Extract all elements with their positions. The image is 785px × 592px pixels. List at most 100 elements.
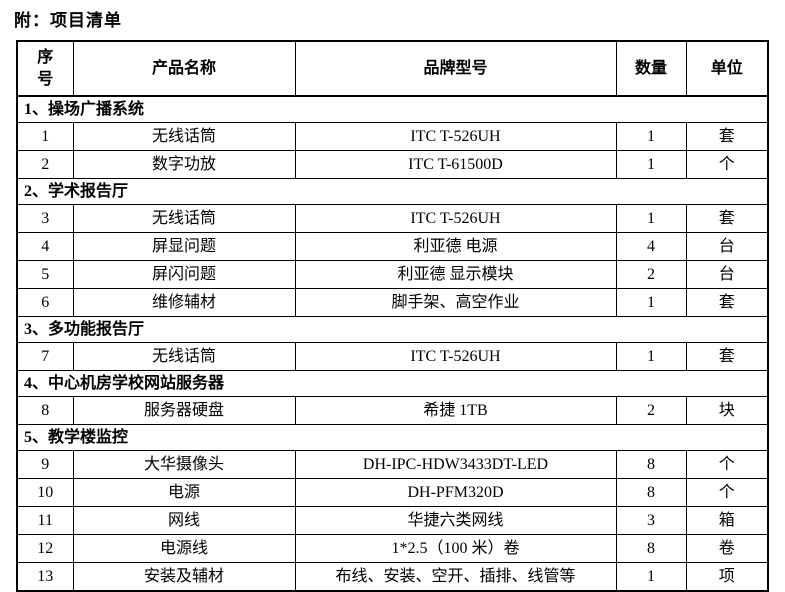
cell-product-name: 维修辅材 [72, 288, 296, 317]
cell-unit: 套 [685, 342, 769, 371]
cell-brand-model: 华捷六类网线 [294, 506, 617, 535]
cell-no: 11 [16, 506, 74, 535]
cell-quantity: 1 [615, 342, 687, 371]
cell-unit: 块 [685, 396, 769, 425]
cell-unit: 套 [685, 122, 769, 151]
cell-unit: 套 [685, 204, 769, 233]
cell-quantity: 1 [615, 204, 687, 233]
section-label: 3、多功能报告厅 [16, 316, 769, 343]
page-title: 附：项目清单 [14, 11, 122, 30]
project-list-table: 序号 产品名称 品牌型号 数量 单位 1、操场广播系统 1 无线话筒 ITC T-52… [16, 40, 769, 592]
section-label: 4、中心机房学校网站服务器 [16, 370, 769, 397]
header-no-label: 序号 [37, 48, 54, 88]
cell-no: 1 [16, 122, 74, 151]
cell-brand-model: ITC T-61500D [294, 150, 617, 179]
cell-product-name: 无线话筒 [72, 342, 296, 371]
cell-unit: 个 [685, 478, 769, 507]
cell-brand-model: 利亚德 电源 [294, 232, 617, 261]
cell-quantity: 2 [615, 260, 687, 289]
table-row: 1 无线话筒 ITC T-526UH 1 套 [16, 122, 769, 151]
cell-no: 2 [16, 150, 74, 179]
table-row: 6 维修辅材 脚手架、高空作业 1 套 [16, 288, 769, 317]
table-row: 3 无线话筒 ITC T-526UH 1 套 [16, 204, 769, 233]
cell-quantity: 1 [615, 122, 687, 151]
cell-product-name: 安装及辅材 [72, 562, 296, 592]
cell-brand-model: 1*2.5（100 米）卷 [294, 534, 617, 563]
cell-quantity: 2 [615, 396, 687, 425]
table-row: 12 电源线 1*2.5（100 米）卷 8 卷 [16, 534, 769, 563]
section-label: 5、教学楼监控 [16, 424, 769, 451]
cell-unit: 卷 [685, 534, 769, 563]
table-row: 13 安装及辅材 布线、安装、空开、插排、线管等 1 项 [16, 562, 769, 592]
section-row: 3、多功能报告厅 [16, 316, 769, 343]
table-body: 1、操场广播系统 1 无线话筒 ITC T-526UH 1 套 2 数字功放 ITC T-615… [16, 95, 769, 592]
table-row: 10 电源 DH-PFM320D 8 个 [16, 478, 769, 507]
header-quantity: 数量 [615, 40, 687, 97]
table-row: 8 服务器硬盘 希捷 1TB 2 块 [16, 396, 769, 425]
table-header: 序号 产品名称 品牌型号 数量 单位 [16, 40, 769, 97]
cell-quantity: 4 [615, 232, 687, 261]
cell-brand-model: DH-IPC-HDW3433DT-LED [294, 450, 617, 479]
section-row: 1、操场广播系统 [16, 95, 769, 123]
cell-product-name: 屏闪问题 [72, 260, 296, 289]
cell-quantity: 8 [615, 534, 687, 563]
cell-product-name: 电源 [72, 478, 296, 507]
cell-no: 6 [16, 288, 74, 317]
cell-product-name: 网线 [72, 506, 296, 535]
header-row: 序号 产品名称 品牌型号 数量 单位 [16, 40, 769, 97]
section-label: 1、操场广播系统 [16, 95, 769, 123]
cell-no: 8 [16, 396, 74, 425]
cell-quantity: 3 [615, 506, 687, 535]
table-row: 11 网线 华捷六类网线 3 箱 [16, 506, 769, 535]
cell-no: 12 [16, 534, 74, 563]
table-row: 2 数字功放 ITC T-61500D 1 个 [16, 150, 769, 179]
cell-brand-model: 布线、安装、空开、插排、线管等 [294, 562, 617, 592]
cell-quantity: 1 [615, 562, 687, 592]
section-row: 4、中心机房学校网站服务器 [16, 370, 769, 397]
table-row: 7 无线话筒 ITC T-526UH 1 套 [16, 342, 769, 371]
cell-no: 7 [16, 342, 74, 371]
cell-brand-model: ITC T-526UH [294, 342, 617, 371]
cell-quantity: 1 [615, 288, 687, 317]
header-no: 序号 [16, 40, 74, 97]
cell-unit: 箱 [685, 506, 769, 535]
cell-quantity: 8 [615, 478, 687, 507]
cell-product-name: 大华摄像头 [72, 450, 296, 479]
cell-brand-model: 希捷 1TB [294, 396, 617, 425]
cell-product-name: 屏显问题 [72, 232, 296, 261]
section-row: 2、学术报告厅 [16, 178, 769, 205]
cell-brand-model: DH-PFM320D [294, 478, 617, 507]
header-product-name: 产品名称 [72, 40, 296, 97]
cell-no: 3 [16, 204, 74, 233]
section-label: 2、学术报告厅 [16, 178, 769, 205]
cell-unit: 套 [685, 288, 769, 317]
cell-no: 4 [16, 232, 74, 261]
header-brand-model: 品牌型号 [294, 40, 617, 97]
cell-unit: 台 [685, 232, 769, 261]
cell-product-name: 服务器硬盘 [72, 396, 296, 425]
section-row: 5、教学楼监控 [16, 424, 769, 451]
cell-brand-model: ITC T-526UH [294, 122, 617, 151]
cell-no: 9 [16, 450, 74, 479]
cell-unit: 个 [685, 450, 769, 479]
cell-product-name: 无线话筒 [72, 122, 296, 151]
header-unit: 单位 [685, 40, 769, 97]
cell-no: 5 [16, 260, 74, 289]
cell-unit: 项 [685, 562, 769, 592]
table-row: 4 屏显问题 利亚德 电源 4 台 [16, 232, 769, 261]
cell-brand-model: 利亚德 显示模块 [294, 260, 617, 289]
cell-product-name: 无线话筒 [72, 204, 296, 233]
cell-product-name: 数字功放 [72, 150, 296, 179]
cell-no: 10 [16, 478, 74, 507]
table-row: 9 大华摄像头 DH-IPC-HDW3433DT-LED 8 个 [16, 450, 769, 479]
cell-brand-model: 脚手架、高空作业 [294, 288, 617, 317]
cell-quantity: 8 [615, 450, 687, 479]
cell-unit: 个 [685, 150, 769, 179]
cell-quantity: 1 [615, 150, 687, 179]
cell-no: 13 [16, 562, 74, 592]
cell-brand-model: ITC T-526UH [294, 204, 617, 233]
cell-unit: 台 [685, 260, 769, 289]
cell-product-name: 电源线 [72, 534, 296, 563]
table-row: 5 屏闪问题 利亚德 显示模块 2 台 [16, 260, 769, 289]
